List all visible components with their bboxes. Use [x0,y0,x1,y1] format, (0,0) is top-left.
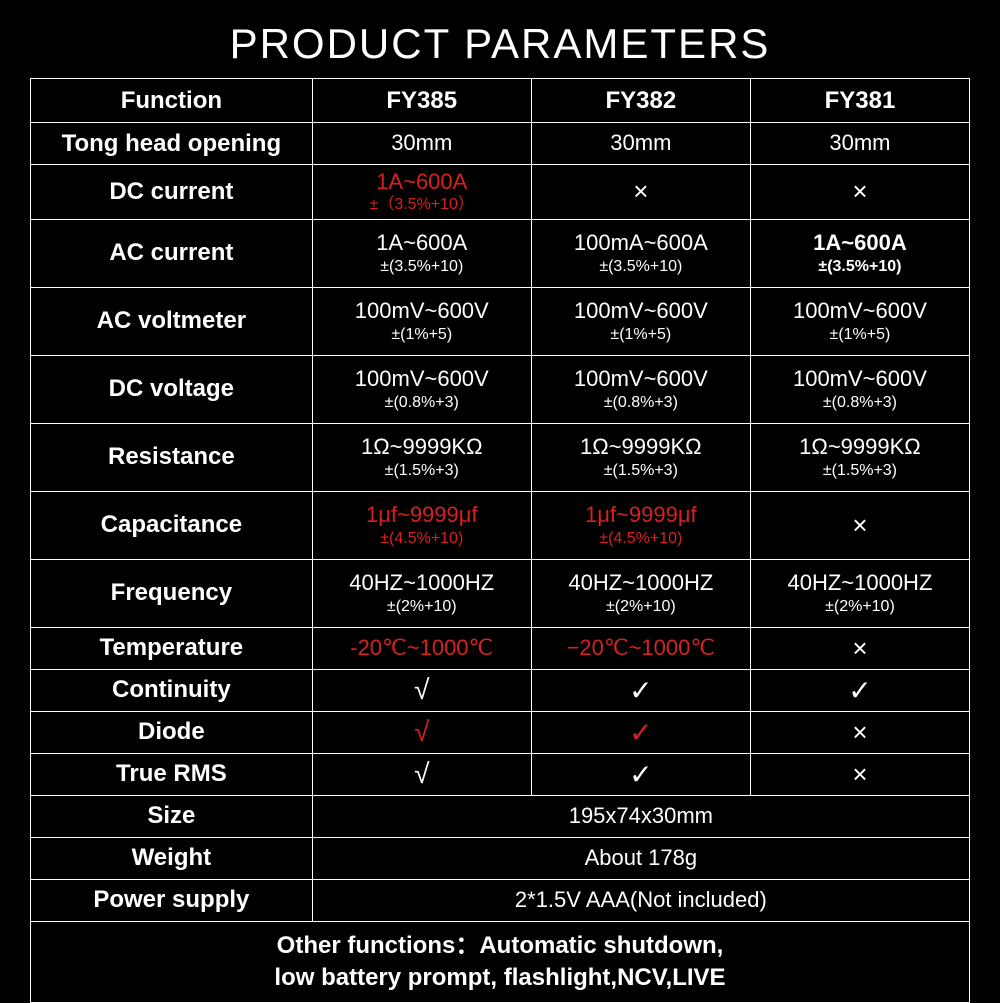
cell-value: 1A~600A [753,230,967,256]
row-dc-current: DC current 1A~600A±（3.5%+10） × × [31,165,970,220]
cell-sub: ±(0.8%+3) [534,393,748,412]
label-true-rms: True RMS [31,753,313,795]
x-icon: × [852,633,867,663]
label-diode: Diode [31,711,313,753]
row-footer: Other functions：Automatic shutdown, low … [31,921,970,1003]
label-continuity: Continuity [31,669,313,711]
cell-value: 30mm [534,130,748,156]
cell-sub: ±(4.5%+10) [534,529,748,548]
cell-sub: ±(0.8%+3) [315,393,529,412]
cell-sub: ±(2%+10) [315,597,529,616]
check-icon: ✓ [629,717,652,748]
row-continuity: Continuity √ ✓ ✓ [31,669,970,711]
cell-value: 195x74x30mm [569,803,713,828]
x-icon: × [852,759,867,789]
row-true-rms: True RMS √ ✓ × [31,753,970,795]
x-icon: × [852,510,867,540]
cell-sub: ±(1%+5) [534,325,748,344]
cell-sub: ±(4.5%+10) [315,529,529,548]
cell-value: About 178g [585,845,698,870]
cell-value: 100mV~600V [315,298,529,324]
cell-sub: ±(3.5%+10) [753,257,967,276]
header-row: Function FY385 FY382 FY381 [31,79,970,123]
cell-value: -20℃~1000℃ [315,635,529,661]
cell-value: 100mV~600V [534,298,748,324]
cell-value: 1μf~9999μf [534,502,748,528]
cell-value: 1Ω~9999KΩ [534,434,748,460]
cell-value: 100mV~600V [315,366,529,392]
cell-value: 30mm [315,130,529,156]
row-resistance: Resistance 1Ω~9999KΩ±(1.5%+3) 1Ω~9999KΩ±… [31,423,970,491]
row-weight: Weight About 178g [31,837,970,879]
cell-value: 1A~600A [315,169,529,195]
parameters-table: Function FY385 FY382 FY381 Tong head ope… [30,78,970,1003]
cell-value: 2*1.5V AAA(Not included) [515,887,767,912]
label-capacitance: Capacitance [31,491,313,559]
row-ac-voltmeter: AC voltmeter 100mV~600V±(1%+5) 100mV~600… [31,287,970,355]
page-title: PRODUCT PARAMETERS [30,20,970,68]
cell-value: 40HZ~1000HZ [753,570,967,596]
row-power: Power supply 2*1.5V AAA(Not included) [31,879,970,921]
cell-value: 1Ω~9999KΩ [315,434,529,460]
check-icon: √ [414,758,429,789]
check-icon: ✓ [848,675,871,706]
cell-sub: ±(2%+10) [534,597,748,616]
label-resistance: Resistance [31,423,313,491]
x-icon: × [852,176,867,206]
label-size: Size [31,795,313,837]
header-model-2: FY382 [531,79,750,123]
label-weight: Weight [31,837,313,879]
cell-sub: ±(1.5%+3) [753,461,967,480]
cell-value: 1Ω~9999KΩ [753,434,967,460]
cell-sub: ±(1%+5) [753,325,967,344]
cell-value: 30mm [753,130,967,156]
cell-value: 100mV~600V [753,366,967,392]
cell-value: 40HZ~1000HZ [315,570,529,596]
cell-value: 100mV~600V [534,366,748,392]
label-frequency: Frequency [31,559,313,627]
cell-sub: ±（3.5%+10） [315,195,529,214]
x-icon: × [633,176,648,206]
label-tong: Tong head opening [31,123,313,165]
cell-sub: ±(2%+10) [753,597,967,616]
footer-line-2: low battery prompt, flashlight,NCV,LIVE [274,964,725,991]
cell-value: 1A~600A [315,230,529,256]
check-icon: √ [414,716,429,747]
label-ac-voltmeter: AC voltmeter [31,287,313,355]
row-tong: Tong head opening 30mm 30mm 30mm [31,123,970,165]
cell-sub: ±(1.5%+3) [315,461,529,480]
cell-sub: ±(1%+5) [315,325,529,344]
cell-value: 100mA~600A [534,230,748,256]
label-ac-current: AC current [31,219,313,287]
header-model-1: FY385 [312,79,531,123]
footer-line-1: Other functions：Automatic shutdown, [277,932,724,959]
check-icon: ✓ [629,759,652,790]
row-capacitance: Capacitance 1μf~9999μf±(4.5%+10) 1μf~999… [31,491,970,559]
header-function: Function [31,79,313,123]
label-temperature: Temperature [31,627,313,669]
cell-value: 100mV~600V [753,298,967,324]
cell-value: 40HZ~1000HZ [534,570,748,596]
check-icon: ✓ [629,675,652,706]
row-temperature: Temperature -20℃~1000℃ −20℃~1000℃ × [31,627,970,669]
cell-value: −20℃~1000℃ [534,635,748,661]
row-ac-current: AC current 1A~600A±(3.5%+10) 100mA~600A±… [31,219,970,287]
cell-sub: ±(3.5%+10) [534,257,748,276]
row-dc-voltage: DC voltage 100mV~600V±(0.8%+3) 100mV~600… [31,355,970,423]
cell-sub: ±(3.5%+10) [315,257,529,276]
cell-value: 1μf~9999μf [315,502,529,528]
row-size: Size 195x74x30mm [31,795,970,837]
label-dc-voltage: DC voltage [31,355,313,423]
row-frequency: Frequency 40HZ~1000HZ±(2%+10) 40HZ~1000H… [31,559,970,627]
check-icon: √ [414,674,429,705]
label-dc-current: DC current [31,165,313,220]
label-power: Power supply [31,879,313,921]
row-diode: Diode √ ✓ × [31,711,970,753]
cell-sub: ±(0.8%+3) [753,393,967,412]
header-model-3: FY381 [750,79,969,123]
cell-sub: ±(1.5%+3) [534,461,748,480]
x-icon: × [852,717,867,747]
